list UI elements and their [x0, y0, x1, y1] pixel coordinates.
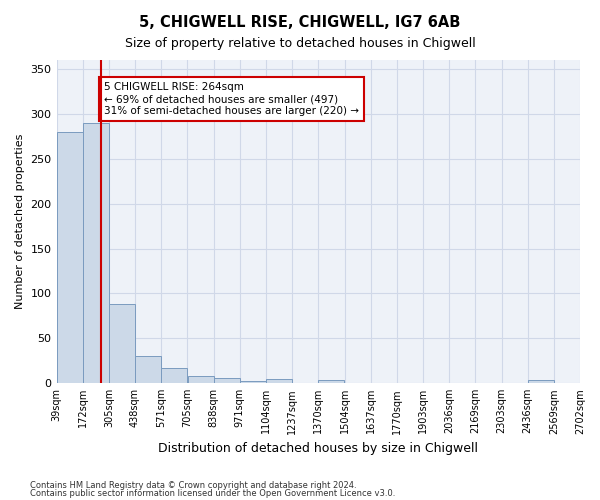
Bar [266, 378, 292, 383]
Bar [528, 380, 554, 383]
Bar [318, 380, 344, 383]
Y-axis label: Number of detached properties: Number of detached properties [15, 134, 25, 310]
Bar [188, 376, 214, 383]
Text: 5 CHIGWELL RISE: 264sqm
← 69% of detached houses are smaller (497)
31% of semi-d: 5 CHIGWELL RISE: 264sqm ← 69% of detache… [104, 82, 359, 116]
Text: Contains public sector information licensed under the Open Government Licence v3: Contains public sector information licen… [30, 488, 395, 498]
Bar [161, 368, 187, 383]
Text: 5, CHIGWELL RISE, CHIGWELL, IG7 6AB: 5, CHIGWELL RISE, CHIGWELL, IG7 6AB [139, 15, 461, 30]
X-axis label: Distribution of detached houses by size in Chigwell: Distribution of detached houses by size … [158, 442, 478, 455]
Bar [56, 132, 83, 383]
Bar [240, 382, 266, 383]
Bar [214, 378, 239, 383]
Bar [83, 123, 109, 383]
Bar [135, 356, 161, 383]
Bar [109, 304, 135, 383]
Text: Contains HM Land Registry data © Crown copyright and database right 2024.: Contains HM Land Registry data © Crown c… [30, 481, 356, 490]
Text: Size of property relative to detached houses in Chigwell: Size of property relative to detached ho… [125, 38, 475, 51]
